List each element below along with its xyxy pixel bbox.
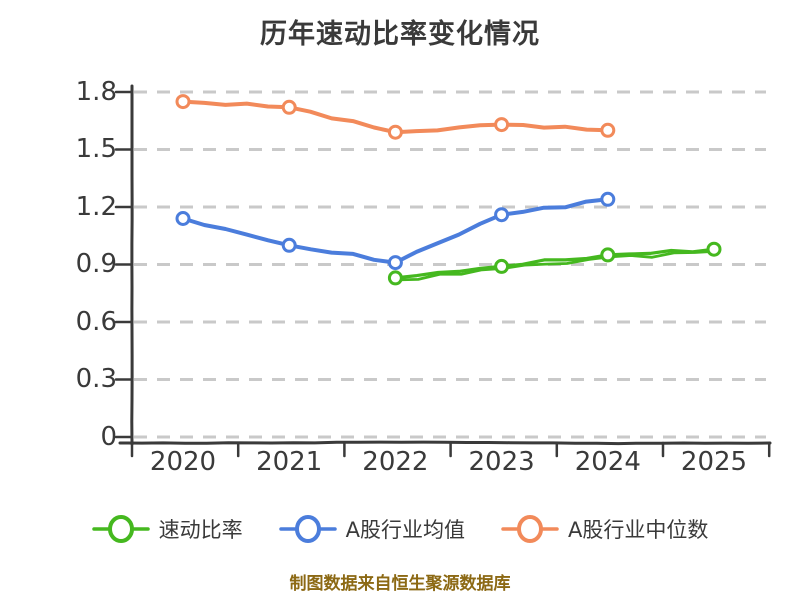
gridlines bbox=[134, 90, 766, 439]
data-point-marker bbox=[281, 99, 297, 115]
line-path bbox=[181, 197, 610, 265]
data-point-marker bbox=[387, 255, 403, 271]
legend-item-1: A股行业均值 bbox=[278, 512, 465, 546]
legend-marker-icon bbox=[91, 515, 150, 543]
y-axis-tick-label: 1.2 bbox=[75, 191, 117, 222]
legend: 速动比率 A股行业均值 A股行业中位数 bbox=[0, 512, 800, 546]
line-path-sketch-overlay bbox=[396, 249, 718, 282]
series-markers-2 bbox=[175, 94, 616, 140]
axes bbox=[114, 84, 772, 458]
series-line-1 bbox=[181, 197, 610, 265]
y-axis-tick-label: 0 bbox=[100, 422, 117, 452]
y-axis-tick-label: 0.9 bbox=[75, 249, 117, 280]
x-axis-tick-label: 2020 bbox=[149, 447, 217, 477]
legend-item-0: 速动比率 bbox=[91, 512, 243, 546]
series-markers-1 bbox=[175, 191, 616, 271]
y-axis-tick-label: 1.8 bbox=[75, 76, 117, 107]
x-axis bbox=[118, 440, 772, 446]
y-axis-tick-label: 0.6 bbox=[75, 306, 117, 337]
data-point-marker bbox=[281, 237, 297, 253]
data-point-marker bbox=[600, 247, 616, 263]
x-axis-tick-label: 2022 bbox=[362, 447, 429, 477]
line-path bbox=[393, 247, 716, 280]
legend-item-2: A股行业中位数 bbox=[501, 512, 708, 546]
data-point-marker bbox=[175, 211, 191, 226]
legend-marker-icon bbox=[501, 515, 559, 543]
data-point-marker bbox=[494, 117, 510, 133]
series-markers-0 bbox=[387, 241, 722, 286]
data-point-marker bbox=[494, 207, 510, 223]
legend-label: A股行业均值 bbox=[345, 518, 465, 542]
legend-marker-icon bbox=[278, 515, 337, 543]
legend-label: 速动比率 bbox=[158, 518, 243, 542]
data-point-marker bbox=[387, 270, 403, 286]
chart-title: 历年速动比率变化情况 bbox=[260, 19, 540, 50]
y-axis-tick-label: 0.3 bbox=[75, 364, 117, 395]
x-axis-tick-label: 2025 bbox=[680, 447, 748, 477]
y-axis-tick-label: 1.5 bbox=[75, 134, 117, 165]
data-point-marker bbox=[600, 122, 616, 138]
data-point-marker bbox=[706, 241, 722, 257]
x-axis-tick-label: 2024 bbox=[574, 447, 641, 477]
legend-label: A股行业中位数 bbox=[568, 518, 709, 542]
series-line-0 bbox=[393, 247, 718, 282]
data-point-marker bbox=[494, 258, 510, 274]
data-point-marker bbox=[175, 94, 191, 110]
data-source-caption: 制图数据来自恒生聚源数据库 bbox=[289, 574, 511, 594]
x-axis-tick-label: 2021 bbox=[256, 447, 323, 477]
data-point-marker bbox=[600, 191, 616, 207]
data-point-marker bbox=[387, 124, 403, 140]
x-axis-tick-label: 2023 bbox=[468, 447, 535, 477]
